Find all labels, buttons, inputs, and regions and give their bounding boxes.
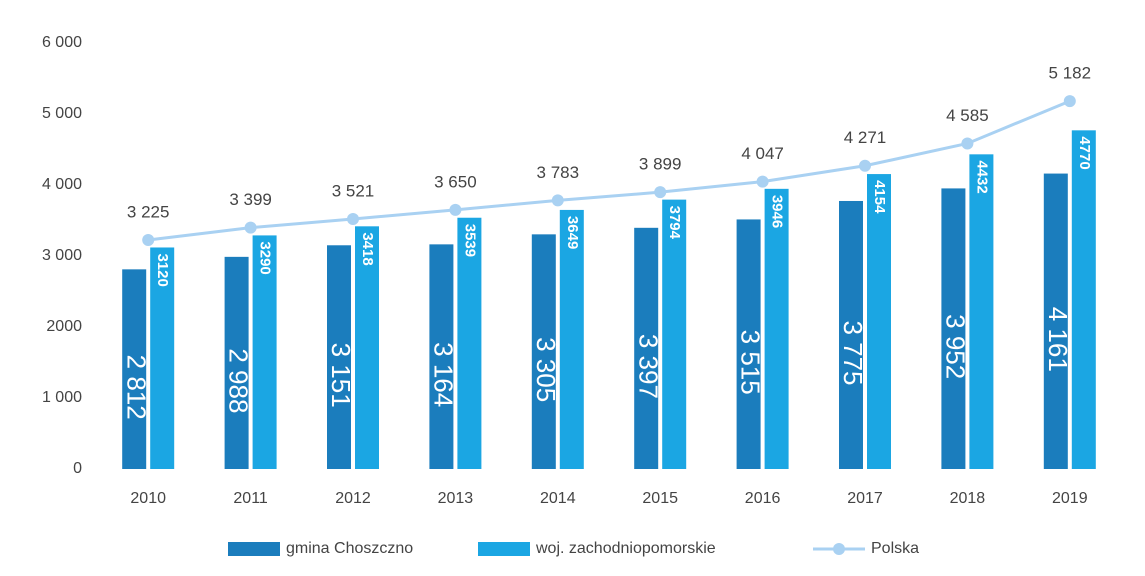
data-label: 3649 xyxy=(564,216,581,249)
legend-swatch xyxy=(228,542,280,556)
line-point xyxy=(961,137,974,150)
data-label: 4432 xyxy=(973,160,990,193)
data-label: 3 515 xyxy=(736,330,766,395)
bar xyxy=(1043,173,1068,469)
line-point xyxy=(244,221,257,234)
legend-label: woj. zachodniopomorskie xyxy=(535,540,716,557)
bar xyxy=(150,247,175,469)
line-point xyxy=(142,234,155,247)
x-tick-label: 2013 xyxy=(438,490,474,507)
bar xyxy=(224,256,249,469)
data-label: 3 521 xyxy=(332,181,375,200)
y-tick-label: 3 000 xyxy=(42,247,82,264)
line-point xyxy=(347,213,359,226)
bar xyxy=(559,209,584,469)
y-tick-label: 2000 xyxy=(46,318,82,335)
data-label: 3 399 xyxy=(229,190,272,209)
x-tick-label: 2010 xyxy=(130,490,166,507)
bar xyxy=(867,174,891,470)
bar xyxy=(839,200,863,469)
data-label: 4 047 xyxy=(741,144,784,163)
data-label: 3 650 xyxy=(434,172,477,191)
bar xyxy=(764,188,789,470)
data-label: 3 305 xyxy=(531,337,561,402)
bar xyxy=(429,244,454,469)
bar xyxy=(1071,130,1096,469)
data-label: 3 164 xyxy=(429,342,459,407)
x-tick-label: 2017 xyxy=(847,490,883,507)
line-point xyxy=(756,175,769,188)
bar xyxy=(122,269,147,469)
y-tick-label: 1 000 xyxy=(42,389,82,406)
x-tick-label: 2019 xyxy=(1052,490,1088,507)
data-label: 3 397 xyxy=(633,334,663,399)
line-point xyxy=(449,203,462,216)
x-tick-label: 2015 xyxy=(642,490,678,507)
x-tick-label: 2018 xyxy=(950,490,986,507)
bar xyxy=(355,226,379,469)
line-point xyxy=(1063,95,1076,108)
bar xyxy=(457,217,482,469)
bar xyxy=(327,245,351,469)
data-label: 2 988 xyxy=(224,348,254,413)
line-point xyxy=(654,186,667,199)
bar xyxy=(662,199,687,469)
data-label: 4 585 xyxy=(946,106,989,125)
data-label: 3 775 xyxy=(838,320,868,385)
data-label: 3290 xyxy=(257,241,274,274)
data-label: 3539 xyxy=(461,224,478,257)
y-tick-label: 6 000 xyxy=(42,34,82,51)
x-tick-label: 2011 xyxy=(233,490,268,507)
data-label: 3946 xyxy=(769,195,786,228)
line-point xyxy=(859,159,871,172)
data-label: 3 225 xyxy=(127,203,170,222)
bar xyxy=(969,154,994,469)
x-tick-label: 2012 xyxy=(335,490,371,507)
bar xyxy=(634,227,659,469)
y-tick-label: 4 000 xyxy=(42,176,82,193)
bar xyxy=(531,234,556,469)
bar xyxy=(736,219,761,469)
line-point xyxy=(551,194,564,207)
legend-label: Polska xyxy=(871,540,919,557)
data-label: 4154 xyxy=(871,180,888,214)
x-tick-label: 2016 xyxy=(745,490,781,507)
x-tick-label: 2014 xyxy=(540,490,576,507)
legend-label: gmina Choszczno xyxy=(286,540,413,557)
data-label: 5 182 xyxy=(1049,64,1092,83)
line xyxy=(148,99,1071,242)
data-label: 3120 xyxy=(154,253,171,286)
y-tick-label: 5 000 xyxy=(42,105,82,122)
legend-swatch xyxy=(478,542,530,556)
data-label: 4 271 xyxy=(844,128,887,147)
data-label: 3418 xyxy=(359,232,376,265)
data-label: 3 899 xyxy=(639,155,682,174)
bar xyxy=(252,235,277,469)
data-label: 4 161 xyxy=(1043,307,1073,372)
data-label: 2 812 xyxy=(121,355,151,420)
data-label: 3 952 xyxy=(941,314,971,379)
bar xyxy=(941,188,966,469)
data-label: 3 783 xyxy=(537,163,580,182)
data-label: 3 151 xyxy=(326,343,356,408)
data-label: 4770 xyxy=(1076,136,1093,169)
legend-marker xyxy=(833,543,845,555)
y-tick-label: 0 xyxy=(73,460,82,477)
data-label: 3794 xyxy=(666,206,683,240)
